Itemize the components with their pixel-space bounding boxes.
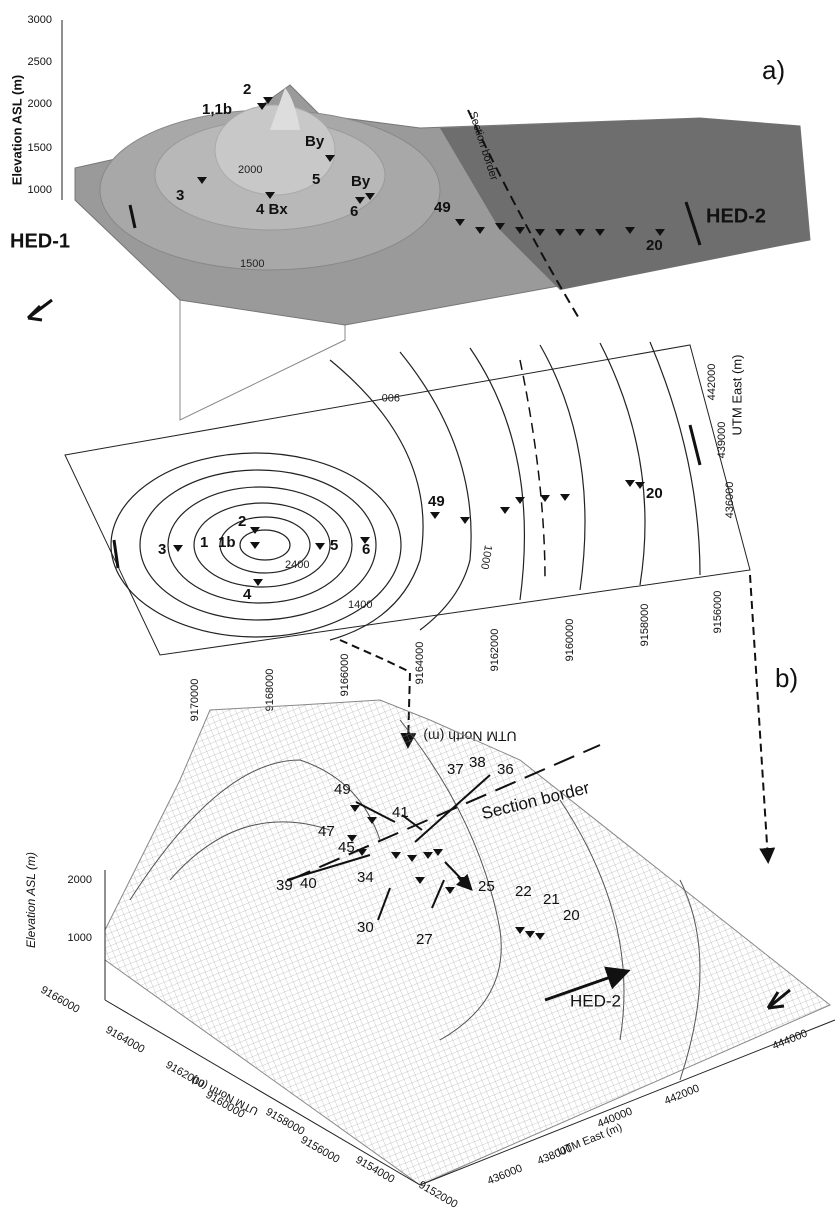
y-tick-label: 2500 bbox=[28, 56, 52, 68]
station-label: By bbox=[305, 133, 325, 150]
east-tick-label: 436000 bbox=[486, 1162, 525, 1187]
station-label: 49 bbox=[334, 781, 351, 798]
station-label: 40 bbox=[300, 875, 317, 892]
station-label: 41 bbox=[392, 804, 409, 821]
north-tick-label: 9160000 bbox=[564, 619, 576, 662]
station-label: 37 bbox=[447, 761, 464, 778]
station-label: 6 bbox=[350, 203, 358, 220]
contour-label: 1400 bbox=[348, 599, 372, 611]
north-tick-label: 9158000 bbox=[639, 604, 651, 647]
hed-label: HED-1 bbox=[10, 230, 70, 252]
y-tick-label: 1500 bbox=[28, 142, 52, 154]
hed-label: HED-2 bbox=[706, 205, 766, 227]
north-tick-label: 9164000 bbox=[104, 1024, 147, 1056]
panel-label: b) bbox=[775, 663, 798, 693]
station-label: 39 bbox=[276, 877, 293, 894]
station-label: 2 bbox=[238, 513, 246, 530]
station-label: 38 bbox=[469, 754, 486, 771]
station-label: 5 bbox=[312, 171, 320, 188]
station-label: 49 bbox=[434, 199, 451, 216]
y-tick-label: 2000 bbox=[68, 874, 92, 886]
contour-label: 900 bbox=[382, 391, 400, 403]
east-tick-label: 438000 bbox=[536, 1142, 575, 1167]
east-tick-label: 442000 bbox=[706, 364, 718, 401]
station-label: 34 bbox=[357, 869, 374, 886]
north-tick-label: 9164000 bbox=[414, 642, 426, 685]
contour-label: 1500 bbox=[240, 258, 264, 270]
y-axis-title: Elevation ASL (m) bbox=[24, 852, 38, 948]
y-tick-label: 1000 bbox=[28, 184, 52, 196]
station-label: 20 bbox=[646, 485, 663, 502]
station-label: 1,1b bbox=[202, 101, 232, 118]
y-tick-label: 1000 bbox=[68, 932, 92, 944]
contour-label: 2400 bbox=[285, 559, 309, 571]
panel-b: 2000 1000 Elevation ASL (m) 49 47 45 41 … bbox=[24, 700, 835, 1209]
contour-label: 2000 bbox=[238, 164, 262, 176]
station-label: By bbox=[351, 173, 371, 190]
north-tick-label: 9170000 bbox=[189, 679, 201, 722]
north-tick-label: 9162000 bbox=[164, 1059, 207, 1091]
station-label: 25 bbox=[478, 878, 495, 895]
east-tick-label: 444000 bbox=[771, 1027, 810, 1052]
station-label: 3 bbox=[158, 541, 166, 558]
station-label: 1b bbox=[218, 534, 236, 551]
y-tick-label: 2000 bbox=[28, 98, 52, 110]
station-label: 20 bbox=[646, 237, 663, 254]
station-label: 2 bbox=[243, 81, 251, 98]
north-tick-label: 9152000 bbox=[417, 1179, 460, 1209]
station-label: 47 bbox=[318, 823, 335, 840]
y-tick-label: 3000 bbox=[28, 14, 52, 26]
station-label: 3 bbox=[176, 187, 184, 204]
station-label: 4 Bx bbox=[256, 201, 288, 218]
north-tick-label: 9166000 bbox=[339, 654, 351, 697]
north-tick-label: 9156000 bbox=[299, 1134, 342, 1166]
hed-label: HED-2 bbox=[570, 991, 621, 1010]
station-label: 4 bbox=[243, 586, 252, 603]
north-tick-label: 9162000 bbox=[489, 629, 501, 672]
figure: 3000 2500 2000 1500 1000 Elevation ASL (… bbox=[0, 0, 839, 1209]
station-label: 1 bbox=[200, 534, 208, 551]
link-arrow bbox=[750, 575, 768, 860]
panel-label: a) bbox=[762, 55, 785, 85]
north-arrow bbox=[28, 300, 52, 320]
east-axis-title: UTM East (m) bbox=[729, 355, 744, 436]
station-label: 36 bbox=[497, 761, 514, 778]
station-label: 21 bbox=[543, 891, 560, 908]
mesh-surface bbox=[105, 700, 830, 1185]
station-label: 22 bbox=[515, 883, 532, 900]
station-label: 20 bbox=[563, 907, 580, 924]
station-label: 27 bbox=[416, 931, 433, 948]
station-label: 30 bbox=[357, 919, 374, 936]
station-label: 49 bbox=[428, 493, 445, 510]
station-label: 5 bbox=[330, 537, 338, 554]
station-label: 6 bbox=[362, 541, 370, 558]
north-tick-label: 9168000 bbox=[264, 669, 276, 712]
east-tick-label: 439000 bbox=[716, 422, 728, 459]
y-axis-title: Elevation ASL (m) bbox=[9, 75, 24, 186]
north-tick-label: 9158000 bbox=[264, 1106, 307, 1138]
east-tick-label: 436000 bbox=[724, 482, 736, 519]
north-tick-label: 9166000 bbox=[39, 984, 82, 1016]
north-tick-label: 9156000 bbox=[712, 591, 724, 634]
